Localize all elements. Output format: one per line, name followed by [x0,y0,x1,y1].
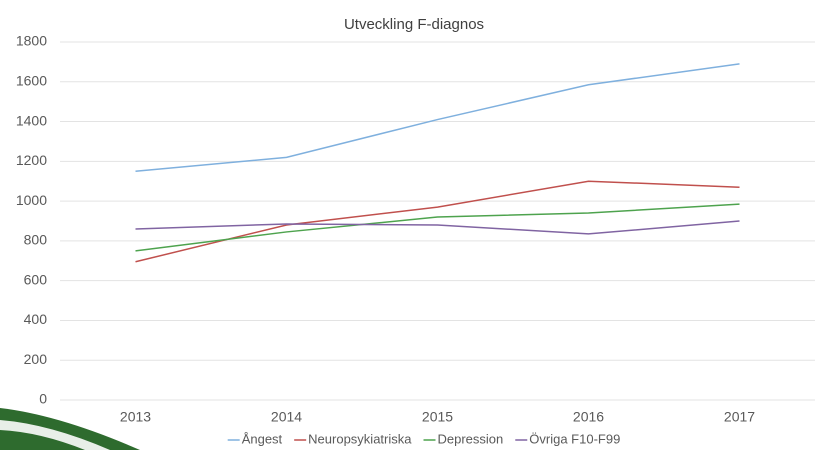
y-tick-label: 200 [24,351,48,367]
legend-label: Neuropsykiatriska [308,431,412,446]
y-tick-label: 400 [24,311,48,327]
series-line [135,220,740,235]
chart-title: Utveckling F-diagnos [344,16,484,33]
x-tick-label: 2017 [724,409,755,425]
legend-label: Övriga F10-F99 [529,431,620,446]
y-tick-label: 1200 [16,152,47,168]
y-tick-label: 600 [24,271,48,287]
y-tick-label: 1600 [16,72,47,88]
y-tick-label: 1000 [16,192,47,208]
legend-label: Depression [438,431,504,446]
y-tick-label: 1800 [16,33,47,49]
legend: Ångest Neuropsykiatriska Depression Övriga … [227,431,620,446]
series-line [135,63,740,173]
series-line [135,203,740,252]
x-tick-label: 2015 [422,409,453,425]
y-tick-label: 1400 [16,112,47,128]
series-line [135,180,740,263]
x-tick-label: 2014 [271,409,302,425]
decorative-swoosh-highlight [0,420,110,450]
decorative-swoosh [0,408,140,450]
x-tick-label: 2016 [573,409,604,425]
legend-label: Ångest [242,431,283,446]
y-tick-label: 0 [39,391,47,407]
y-tick-label: 800 [24,232,48,248]
x-tick-label: 2013 [120,409,151,425]
